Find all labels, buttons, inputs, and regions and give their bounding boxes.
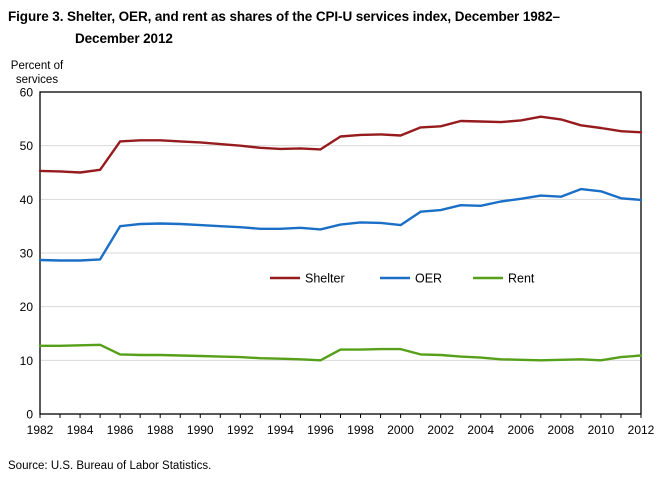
x-axis-tick-labels: 1982 1984 1986 1988 1990 1992 1994 1996 1998 2000… bbox=[27, 423, 655, 437]
y-axis-tick-labels: 0 10 20 30 40 50 60 bbox=[20, 86, 34, 422]
x-tick-label: 1988 bbox=[147, 423, 174, 437]
x-tick-label: 1992 bbox=[227, 423, 254, 437]
x-tick-label: 2008 bbox=[548, 423, 575, 437]
x-tick-label: 2004 bbox=[467, 423, 494, 437]
y-axis-unit-line1: Percent of bbox=[10, 60, 64, 72]
x-tick-label: 1984 bbox=[67, 423, 94, 437]
x-tick-label: 1982 bbox=[27, 423, 54, 437]
y-axis-unit-label: Percent of services bbox=[8, 60, 66, 87]
x-tick-label: 2010 bbox=[588, 423, 615, 437]
x-axis-ticks bbox=[39, 414, 642, 418]
source-note: Source: U.S. Bureau of Labor Statistics. bbox=[8, 460, 212, 472]
legend-item-shelter: Shelter bbox=[270, 272, 345, 286]
legend-item-rent: Rent bbox=[473, 272, 535, 286]
y-tick-label: 40 bbox=[20, 193, 34, 207]
figure-title: Figure 3. Shelter, OER, and rent as shar… bbox=[8, 6, 668, 50]
y-tick-label: 60 bbox=[20, 86, 34, 100]
x-tick-label: 2006 bbox=[507, 423, 534, 437]
figure-title-line1: Figure 3. Shelter, OER, and rent as shar… bbox=[8, 9, 560, 24]
x-tick-label: 1994 bbox=[267, 423, 294, 437]
x-tick-label: 1996 bbox=[307, 423, 334, 437]
y-tick-label: 20 bbox=[20, 300, 34, 314]
x-tick-label: 1990 bbox=[187, 423, 214, 437]
x-tick-label: 1986 bbox=[107, 423, 134, 437]
x-tick-label: 2002 bbox=[427, 423, 454, 437]
x-tick-label: 2012 bbox=[628, 423, 655, 437]
x-tick-label: 2000 bbox=[387, 423, 414, 437]
series-line-rent bbox=[38, 343, 643, 362]
y-tick-label: 50 bbox=[20, 139, 34, 153]
y-tick-label: 0 bbox=[26, 408, 33, 422]
figure-title-line2: December 2012 bbox=[75, 31, 173, 46]
y-tick-label: 10 bbox=[20, 354, 34, 368]
y-axis-unit-line2: services bbox=[15, 73, 59, 86]
x-tick-label: 1998 bbox=[347, 423, 374, 437]
legend-label: OER bbox=[415, 272, 442, 286]
series-line-shelter bbox=[38, 115, 643, 174]
series-line-oer bbox=[38, 187, 643, 262]
y-tick-label: 30 bbox=[20, 247, 34, 261]
legend-label: Rent bbox=[508, 272, 535, 286]
legend-item-oer: OER bbox=[380, 272, 442, 286]
y-gridlines bbox=[41, 145, 640, 361]
legend-label: Shelter bbox=[305, 272, 345, 286]
